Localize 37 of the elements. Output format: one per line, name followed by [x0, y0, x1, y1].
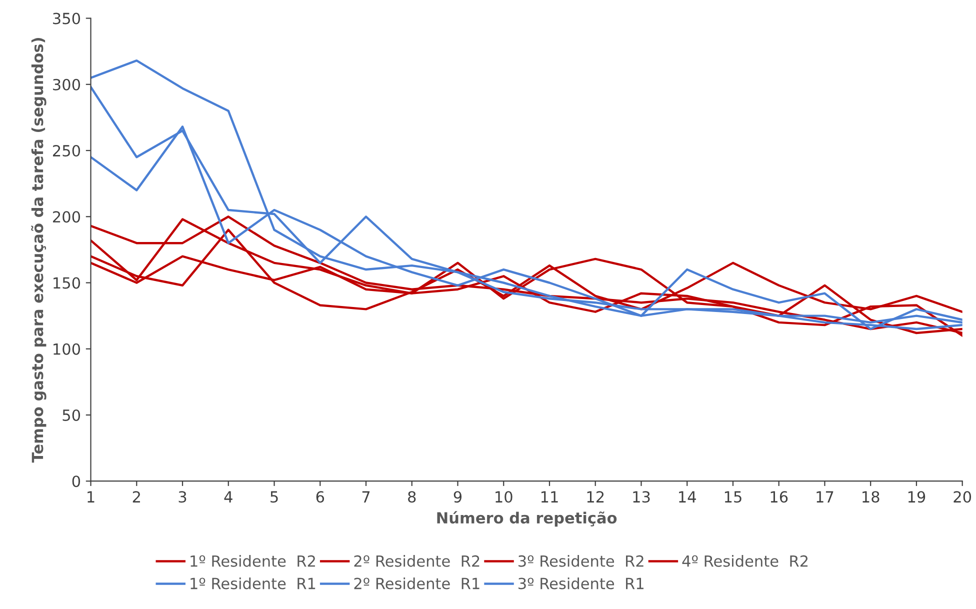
y-tick-label: 0	[72, 476, 80, 488]
x-tick-label: 12	[587, 491, 604, 502]
legend-label: 4º Residente R2	[682, 555, 808, 567]
x-tick-label: 11	[541, 491, 558, 502]
y-tick-label: 200	[53, 211, 80, 223]
x-tick-label: 17	[816, 491, 834, 502]
legend-label: 3º Residente R2	[518, 555, 644, 567]
y-tick-label: 300	[53, 78, 80, 90]
x-tick-label: 8	[408, 491, 416, 503]
x-tick-label: 7	[362, 491, 370, 502]
x-tick-label: 19	[908, 491, 926, 503]
x-axis-title: Número da repetição	[437, 511, 617, 527]
y-axis-title: Tempo gasto para execuçaõ da tarefa (segundos)	[31, 38, 46, 463]
y-tick-label: 50	[62, 409, 80, 422]
x-tick-label: 4	[224, 491, 232, 502]
x-tick-label: 15	[724, 491, 742, 503]
legend-label: 1º Residente R2	[190, 555, 315, 567]
x-tick-label: 9	[454, 491, 462, 503]
x-tick-label: 6	[316, 491, 324, 503]
legend-label: 2º Residente R2	[354, 555, 480, 567]
x-tick-label: 14	[679, 491, 696, 502]
x-tick-label: 20	[954, 491, 972, 503]
legend-label: 1º Residente R1	[190, 577, 316, 590]
legend-label: 2º Residente R1	[354, 577, 480, 590]
x-tick-label: 5	[270, 491, 278, 503]
x-tick-label: 10	[496, 491, 512, 503]
y-tick-label: 100	[54, 343, 80, 355]
y-tick-label: 350	[53, 12, 80, 24]
x-tick-label: 1	[88, 491, 94, 502]
x-tick-label: 2	[132, 491, 140, 502]
y-tick-label: 250	[53, 144, 80, 157]
legend-label: 3º Residente R1	[518, 577, 644, 590]
y-tick-label: 150	[54, 277, 80, 289]
x-tick-label: 3	[178, 491, 186, 503]
x-tick-label: 13	[633, 491, 650, 503]
x-tick-label: 16	[770, 491, 788, 503]
x-tick-label: 18	[862, 491, 880, 503]
